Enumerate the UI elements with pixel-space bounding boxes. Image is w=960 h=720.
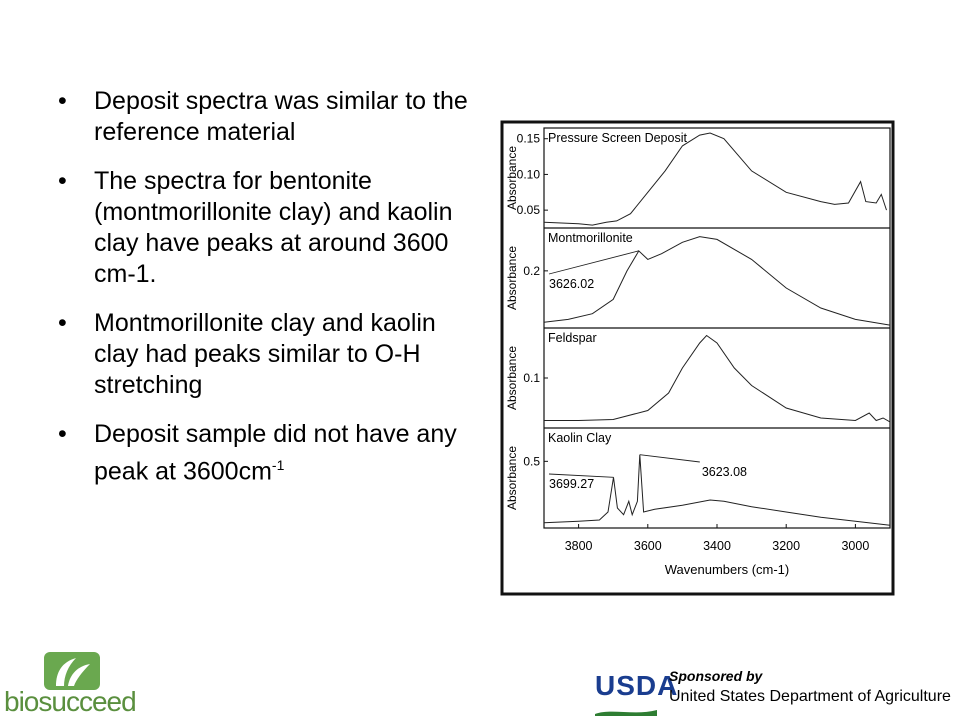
bullet-text: Deposit spectra was similar to the refer… (94, 87, 468, 146)
bullet-dot: • (58, 420, 67, 448)
panel-label: Feldspar (548, 331, 597, 345)
spectrum-line (544, 334, 891, 423)
peak-annotation: 3626.02 (549, 277, 594, 291)
x-tick-label: 3400 (703, 539, 731, 553)
bullet-item: • Deposit spectra was similar to the refe… (58, 86, 478, 148)
bullet-text: Montmorillonite clay and kaolin clay had… (94, 309, 436, 399)
bullet-item: • Montmorillonite clay and kaolin clay ha… (58, 308, 478, 401)
biosucceed-logo: biosucceed (0, 650, 140, 720)
y-tick-label: 0.2 (523, 264, 540, 278)
ir-spectra-figure: 0.15 0.10 0.05 Pressure Screen Deposit 0.2 Mo… (500, 120, 895, 596)
sponsored-by-label: Sponsored by (669, 668, 763, 684)
biosucceed-wordmark: biosucceed (4, 686, 137, 717)
x-tick-label: 3200 (772, 539, 800, 553)
y-axis-label: Absorbance (505, 246, 519, 310)
y-axis-label: Absorbance (505, 346, 519, 410)
spectrum-line (543, 236, 891, 326)
panel-label: Pressure Screen Deposit (548, 131, 687, 145)
spectrum-line (543, 132, 887, 226)
x-axis-label: Wavenumbers (cm-1) (665, 562, 789, 577)
bullet-dot: • (58, 309, 67, 337)
y-tick-label: 0.15 (517, 132, 541, 146)
x-tick-label: 3800 (565, 539, 593, 553)
bullet-item: • Deposit sample did not have any peak at… (58, 419, 478, 487)
figure-frame (500, 120, 895, 596)
x-tick-label: 3000 (841, 539, 869, 553)
y-tick-label: 0.05 (517, 203, 541, 217)
sprout-icon (44, 652, 100, 690)
peak-annotation: 3623.08 (702, 465, 747, 479)
y-tick-label: 0.5 (523, 454, 540, 468)
usda-logo-text: USDA (595, 670, 679, 701)
bullet-list: • Deposit spectra was similar to the refe… (58, 86, 478, 505)
bullet-text: The spectra for bentonite (montmorilloni… (94, 167, 453, 288)
usda-sponsor-block: USDA Sponsored by United States Departme… (595, 662, 960, 720)
y-axis-label: Absorbance (505, 446, 519, 510)
peak-annotation: 3699.27 (549, 477, 594, 491)
y-tick-label: 0.10 (517, 167, 541, 181)
spectrum-line (543, 454, 891, 526)
annotation-leader (548, 473, 614, 478)
panel-label: Kaolin Clay (548, 431, 612, 445)
annotation-leader (639, 454, 700, 463)
bullet-superscript: -1 (271, 457, 285, 473)
usda-stripe-icon (595, 710, 657, 716)
x-tick-label: 3600 (634, 539, 662, 553)
bullet-item: • The spectra for bentonite (montmorillon… (58, 166, 478, 290)
bullet-dot: • (58, 87, 67, 115)
bullet-text: Deposit sample did not have any peak at … (94, 420, 457, 486)
annotation-leader (548, 250, 639, 275)
usda-full-name: United States Department of Agriculture (669, 688, 951, 705)
y-axis-label: Absorbance (505, 146, 519, 210)
y-tick-label: 0.1 (523, 371, 540, 385)
panel-label: Montmorillonite (548, 231, 633, 245)
bullet-dot: • (58, 167, 67, 195)
